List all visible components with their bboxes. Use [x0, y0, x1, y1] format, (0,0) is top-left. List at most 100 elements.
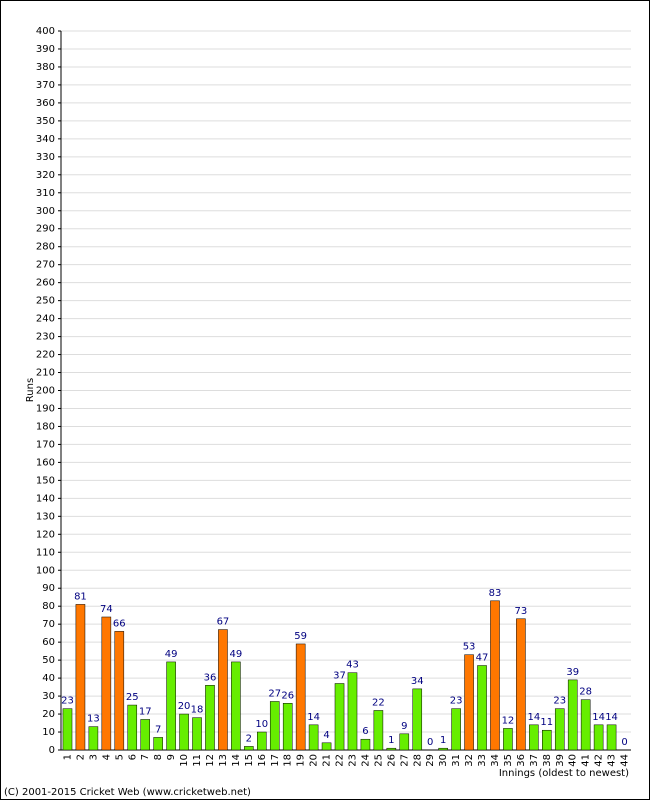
x-tick-label: 3: [88, 754, 99, 760]
bar: [231, 661, 241, 751]
y-tick-label: 260: [36, 278, 55, 289]
x-tick-label: 16: [257, 754, 268, 767]
y-tick-label: 30: [42, 691, 55, 702]
value-label: 66: [113, 618, 126, 629]
y-tick-label: 110: [36, 547, 55, 558]
value-label: 14: [592, 712, 605, 723]
y-tick-label: 60: [42, 637, 55, 648]
value-label: 1: [440, 735, 446, 746]
value-label: 14: [307, 712, 320, 723]
value-label: 0: [621, 737, 627, 748]
x-tick-label: 26: [386, 754, 397, 767]
value-label: 73: [515, 606, 528, 617]
value-label: 18: [191, 705, 204, 716]
value-label: 27: [268, 688, 281, 699]
y-tick-label: 170: [36, 439, 55, 450]
x-tick-label: 9: [166, 754, 177, 760]
x-tick-label: 24: [360, 754, 371, 767]
y-tick-label: 300: [36, 206, 55, 217]
value-label: 13: [87, 714, 100, 725]
y-tick-label: 280: [36, 242, 55, 253]
bar: [114, 631, 125, 751]
x-tick-label: 32: [464, 754, 475, 767]
value-label: 4: [323, 730, 329, 741]
y-tick-label: 0: [49, 745, 55, 756]
y-tick-label: 20: [42, 709, 55, 720]
y-tick-label: 50: [42, 655, 55, 666]
y-tick-label: 360: [36, 98, 55, 109]
value-label: 12: [502, 715, 515, 726]
bar: [477, 665, 487, 751]
value-label: 37: [333, 670, 346, 681]
value-label: 59: [294, 631, 307, 642]
y-tick-label: 140: [36, 493, 55, 504]
bar: [464, 654, 474, 751]
y-tick-label: 100: [36, 565, 55, 576]
x-tick-label: 39: [555, 754, 566, 767]
x-tick-label: 20: [309, 754, 320, 767]
x-tick-label: 11: [192, 754, 203, 767]
x-tick-label: 22: [335, 754, 346, 767]
y-tick-label: 400: [36, 26, 55, 37]
value-label: 34: [411, 676, 424, 687]
value-label: 49: [165, 649, 178, 660]
value-label: 7: [155, 724, 161, 735]
bar: [295, 643, 306, 751]
y-tick-label: 150: [36, 475, 55, 486]
x-tick-label: 18: [283, 754, 294, 767]
x-tick-label: 17: [270, 754, 281, 767]
x-tick-label: 27: [399, 754, 410, 767]
bar: [567, 679, 578, 751]
x-tick-label: 36: [516, 754, 527, 767]
x-tick-label: 37: [529, 754, 540, 767]
x-tick-label: 23: [347, 754, 358, 767]
bar: [334, 683, 345, 751]
x-tick-label: 25: [373, 754, 384, 767]
x-tick-label: 6: [127, 754, 138, 760]
value-label: 1: [388, 735, 394, 746]
value-label: 23: [553, 696, 566, 707]
value-label: 6: [362, 726, 368, 737]
x-tick-label: 38: [542, 754, 553, 767]
value-label: 43: [346, 660, 359, 671]
bar: [218, 629, 228, 751]
x-tick-label: 29: [425, 754, 436, 767]
x-tick-label: 30: [438, 754, 449, 767]
x-tick-label: 21: [322, 754, 333, 767]
y-tick-label: 240: [36, 314, 55, 325]
x-tick-label: 42: [594, 754, 605, 767]
value-label: 11: [540, 717, 553, 728]
bar: [542, 729, 552, 751]
value-label: 26: [281, 690, 294, 701]
x-tick-label: 13: [218, 754, 229, 767]
bar: [269, 701, 280, 751]
bar: [438, 747, 448, 751]
bar: [347, 672, 358, 751]
bar: [192, 717, 202, 751]
footer: (C) 2001-2015 Cricket Web (www.cricketwe…: [4, 787, 251, 798]
bar: [593, 724, 604, 751]
value-label: 25: [126, 692, 139, 703]
x-tick-label: 31: [451, 754, 462, 767]
bar: [399, 733, 410, 751]
value-label: 17: [139, 706, 152, 717]
value-label: 67: [217, 617, 230, 628]
y-tick-label: 120: [36, 529, 55, 540]
y-tick-label: 350: [36, 116, 55, 127]
x-tick-label: 7: [140, 754, 151, 760]
y-tick-label: 160: [36, 457, 55, 468]
bar: [153, 737, 163, 751]
value-label: 0: [427, 737, 433, 748]
bar: [516, 618, 526, 751]
y-tick-label: 230: [36, 332, 55, 343]
bar: [308, 724, 319, 751]
x-tick-label: 5: [114, 754, 125, 760]
bar: [62, 708, 73, 751]
value-label: 9: [401, 721, 407, 732]
x-tick-label: 8: [153, 754, 164, 760]
y-tick-label: 10: [42, 727, 55, 738]
x-tick-label: 33: [477, 754, 488, 767]
bar: [257, 731, 267, 751]
value-label: 20: [178, 701, 191, 712]
